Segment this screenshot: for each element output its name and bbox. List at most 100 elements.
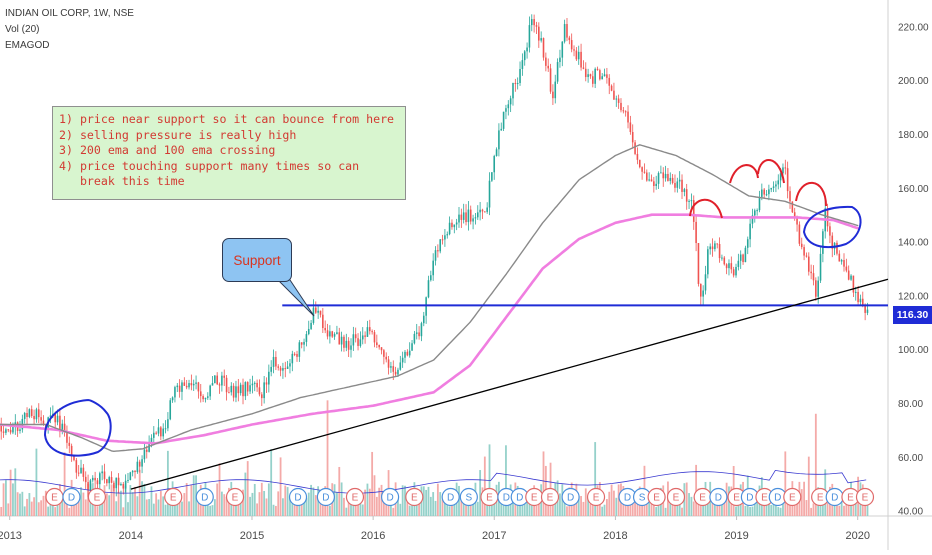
volume-bar bbox=[577, 495, 580, 516]
candle-body bbox=[822, 231, 824, 254]
event-marker: E bbox=[405, 487, 424, 507]
event-marker-circle bbox=[62, 487, 81, 507]
event-marker: D bbox=[195, 487, 214, 507]
candle-body bbox=[446, 234, 449, 236]
candle-body bbox=[838, 253, 841, 262]
volume-bar bbox=[28, 493, 31, 516]
volume-bar bbox=[866, 500, 869, 516]
candle-body bbox=[763, 189, 765, 195]
volume-bar bbox=[512, 500, 514, 516]
volume-bar bbox=[305, 498, 308, 516]
ema-indicator-label[interactable]: EMAGOD bbox=[5, 40, 50, 51]
volume-bar bbox=[845, 500, 848, 516]
event-marker: E bbox=[647, 487, 666, 507]
candle-body bbox=[197, 382, 200, 392]
candle-body bbox=[390, 366, 392, 368]
volume-bar bbox=[145, 499, 148, 516]
volume-bar bbox=[124, 485, 127, 516]
event-marker: E bbox=[855, 487, 875, 507]
candle-body bbox=[793, 212, 796, 218]
chart-legend: INDIAN OIL CORP, 1W, NSE Vol (20) EMAGOD bbox=[5, 6, 134, 54]
volume-bar bbox=[479, 470, 482, 516]
candle-body bbox=[211, 383, 214, 386]
volume-bar bbox=[465, 499, 467, 516]
volume-bar bbox=[181, 501, 183, 516]
volume-bar bbox=[444, 502, 446, 516]
volume-bar bbox=[634, 501, 636, 516]
volume-bar bbox=[42, 495, 45, 516]
volume-bar bbox=[404, 485, 406, 516]
candle-body bbox=[622, 110, 625, 112]
volume-bar bbox=[685, 482, 688, 516]
volume-bar bbox=[458, 485, 460, 516]
candle-body bbox=[258, 387, 261, 395]
event-marker: E bbox=[666, 487, 686, 507]
candle-body bbox=[599, 70, 601, 80]
candle-body bbox=[192, 383, 195, 386]
candle-body bbox=[817, 280, 819, 297]
candle-body bbox=[188, 383, 190, 388]
price-axis-tick-label: 40.00 bbox=[898, 507, 923, 518]
volume-bar bbox=[188, 501, 190, 516]
analysis-note-box[interactable]: 1) price near support so it can bounce f… bbox=[52, 106, 406, 200]
volume-bar bbox=[676, 502, 679, 516]
event-marker: D bbox=[561, 487, 580, 507]
event-marker: E bbox=[540, 487, 560, 507]
volume-bar bbox=[690, 496, 693, 516]
candle-body bbox=[514, 82, 517, 85]
volume-bar bbox=[796, 503, 798, 516]
event-marker-circle bbox=[288, 487, 308, 507]
volume-bar bbox=[0, 506, 3, 516]
volume-bar bbox=[267, 483, 270, 516]
candle-body bbox=[500, 128, 503, 131]
candle-body bbox=[460, 214, 463, 220]
candle-body bbox=[298, 342, 301, 357]
volume-bar bbox=[274, 505, 277, 516]
candle-body bbox=[786, 168, 789, 192]
symbol-title[interactable]: INDIAN OIL CORP, 1W, NSE bbox=[5, 8, 134, 19]
candlesticks bbox=[0, 14, 869, 497]
volume-bar bbox=[223, 494, 226, 516]
candle-body bbox=[831, 235, 834, 249]
candle-body bbox=[662, 172, 665, 179]
volume-bar bbox=[23, 506, 26, 516]
event-marker-label: D bbox=[774, 493, 781, 504]
candle-body bbox=[857, 291, 859, 303]
candle-body bbox=[141, 459, 143, 467]
volume-bar bbox=[96, 506, 99, 516]
volume-indicator-label[interactable]: Vol (20) bbox=[5, 24, 40, 35]
candle-body bbox=[164, 428, 167, 430]
volume-bar bbox=[526, 501, 528, 516]
candle-body bbox=[730, 263, 733, 270]
event-marker-label: E bbox=[486, 493, 493, 504]
candle-body bbox=[789, 191, 791, 202]
event-marker: E bbox=[586, 487, 606, 507]
candle-body bbox=[650, 179, 653, 182]
event-marker-circle bbox=[195, 487, 214, 507]
volume-bar bbox=[770, 504, 773, 516]
volume-bar bbox=[162, 496, 165, 516]
volume-bar bbox=[615, 497, 618, 516]
support-callout[interactable]: Support bbox=[222, 238, 292, 282]
candle-body bbox=[399, 362, 402, 370]
candle-body bbox=[160, 427, 162, 437]
candle-body bbox=[326, 330, 329, 337]
event-marker-label: E bbox=[673, 493, 680, 504]
note-line-1: 1) price near support so it can bounce f… bbox=[59, 112, 395, 126]
time-axis-tick-label: 2013 bbox=[0, 530, 22, 542]
candle-body bbox=[190, 383, 193, 386]
candle-body bbox=[528, 25, 531, 48]
volume-bar bbox=[251, 492, 254, 516]
candle-body bbox=[383, 350, 385, 357]
volume-bar bbox=[580, 496, 582, 516]
price-axis-tick-label: 180.00 bbox=[898, 130, 929, 141]
event-marker-label: E bbox=[699, 493, 706, 504]
note-line-5: break this time bbox=[59, 174, 185, 188]
candle-body bbox=[575, 50, 578, 60]
volume-bar bbox=[350, 502, 352, 516]
volume-bar bbox=[300, 494, 303, 516]
candle-body bbox=[49, 415, 52, 418]
candle-body bbox=[0, 424, 3, 432]
